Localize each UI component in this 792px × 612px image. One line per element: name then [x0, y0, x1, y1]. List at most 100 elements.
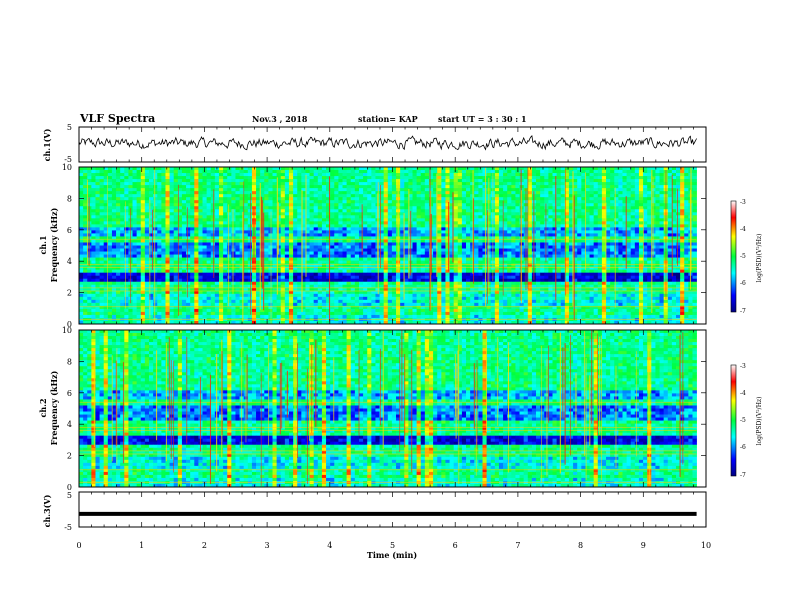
spectrogram-cell [91, 167, 96, 171]
spectrogram-cell [223, 257, 228, 261]
spectrogram-cell [206, 257, 212, 261]
spectrogram-cell [478, 227, 483, 231]
spectrogram-cell [643, 233, 648, 237]
spectrogram-cell [280, 224, 286, 228]
spectrogram-cell [581, 176, 586, 180]
spectrogram-cell [655, 215, 660, 219]
spectrogram-cell [437, 203, 442, 207]
spectrogram-cell [581, 257, 586, 261]
spectrogram-cell [503, 170, 508, 174]
spectrogram-cell [540, 206, 545, 210]
spectrogram-cell [536, 248, 541, 252]
spectrogram-cell [391, 194, 397, 198]
spectrogram-cell [280, 185, 286, 189]
spectrogram-cell [387, 248, 393, 252]
spectrogram-cell [363, 197, 368, 201]
spectrogram-cell [140, 203, 146, 207]
spectrogram-cell [95, 209, 100, 213]
spectrogram-cell [622, 260, 627, 264]
spectrogram-cell [482, 245, 487, 249]
spectrogram-cell [128, 176, 133, 180]
spectrogram-cell [536, 260, 541, 264]
spectrogram-cell [630, 176, 636, 180]
spectrogram-cell [692, 185, 697, 189]
spectrogram-cell [239, 170, 244, 174]
spectrogram-cell [544, 185, 549, 189]
spectrogram-cell [342, 260, 347, 264]
spectrogram-cell [120, 236, 125, 240]
spectrogram-cell [659, 173, 664, 177]
spectrogram-cell [597, 233, 603, 237]
spectrogram-cell [536, 233, 541, 237]
spectrogram-cell [268, 167, 273, 171]
spectrogram-cell [667, 257, 673, 261]
spectrogram-cell [354, 236, 360, 240]
spectrogram-cell [288, 218, 294, 222]
spectrogram-cell [593, 176, 599, 180]
spectrogram-cell [671, 218, 677, 222]
spectrogram-cell [140, 242, 146, 246]
spectrogram-cell [363, 173, 368, 177]
spectrogram-cell [540, 239, 545, 243]
spectrogram-cell [634, 230, 640, 234]
spectrogram-cell [626, 176, 632, 180]
spectrogram-cell [638, 212, 644, 216]
spectrogram-cell [186, 245, 191, 249]
spectrogram-cell [383, 263, 389, 267]
spectrogram-cell [190, 263, 195, 267]
spectrogram-cell [404, 263, 409, 267]
spectrogram-cell [441, 179, 446, 183]
spectrogram-cell [618, 254, 623, 258]
spectrogram-cell [186, 188, 191, 192]
spectrogram-cell [610, 251, 615, 255]
spectrogram-cell [457, 179, 463, 183]
spectrogram-cell [527, 218, 533, 222]
spectrogram-cell [301, 185, 306, 189]
spectrogram-cell [354, 260, 360, 264]
spectrogram-cell [186, 221, 191, 225]
spectrogram-cell [206, 245, 212, 249]
spectrogram-cell [334, 245, 339, 249]
spectrogram-cell [507, 230, 512, 234]
spectrogram-cell [350, 179, 356, 183]
spectrogram-cell [136, 248, 142, 252]
spectrogram-cell [293, 212, 298, 216]
spectrogram-cell [223, 221, 228, 225]
spectrogram-cell [288, 251, 294, 255]
spectrogram-cell [400, 257, 405, 261]
spectrogram-cell [120, 248, 125, 252]
spectrogram-cell [503, 221, 508, 225]
spectrogram-cell [581, 260, 586, 264]
spectrogram-cell [573, 200, 578, 204]
spectrogram-cell [350, 167, 356, 171]
spectrogram-cell [531, 173, 537, 177]
spectrogram-cell [474, 248, 479, 252]
spectrogram-cell [350, 236, 356, 240]
spectrogram-cell [297, 188, 302, 192]
spectrogram-cell [293, 251, 298, 255]
spectrogram-cell [309, 263, 314, 267]
spectrogram-cell [630, 215, 636, 219]
ch1-waveform-line [78, 135, 697, 151]
spectrogram-cell [239, 209, 244, 213]
spectrogram-cell [556, 242, 562, 246]
spectrogram-cell [161, 221, 166, 225]
spectrogram-cell [676, 230, 681, 234]
spectrogram-cell [79, 263, 84, 267]
spectrogram-cell [420, 176, 426, 180]
spectrogram-cell [433, 230, 438, 234]
spectrogram-cell [379, 239, 384, 243]
spectrogram-cell [243, 263, 249, 267]
spectrogram-cell [445, 200, 450, 204]
spectrogram-cell [354, 221, 360, 225]
spectrogram-cell [556, 215, 562, 219]
spectrogram-cell [643, 188, 648, 192]
spectrogram-cell [140, 248, 146, 252]
spectrogram-cell [457, 188, 463, 192]
spectrogram-cell [420, 188, 426, 192]
spectrogram-cell [338, 245, 343, 249]
spectrogram-cell [424, 185, 430, 189]
spectrogram-cell [235, 245, 240, 249]
spectrogram-cell [326, 257, 331, 261]
spectrogram-cell [346, 170, 352, 174]
